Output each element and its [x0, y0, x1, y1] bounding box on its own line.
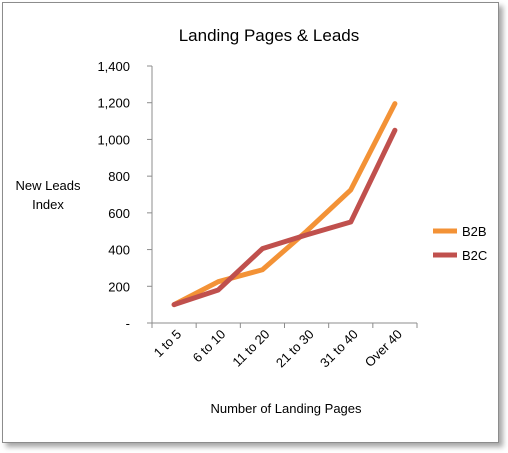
x-tick-label: 21 to 30 [273, 327, 317, 371]
y-tick-label: 600 [108, 206, 130, 221]
y-tick-label: 1,400 [97, 59, 130, 74]
y-tick-label: 200 [108, 279, 130, 294]
legend-label-b2c: B2C [462, 248, 487, 263]
y-tick-label: - [126, 316, 130, 331]
legend: B2B B2C [433, 224, 487, 263]
y-tick-label: 800 [108, 169, 130, 184]
x-tick-label: 1 to 5 [151, 327, 185, 361]
y-axis-label-line-1: New Leads [15, 178, 81, 193]
axes [151, 66, 417, 324]
y-tick-label: 1,000 [97, 132, 130, 147]
y-axis-ticks: - 200 400 600 800 1,000 1,200 1,400 [97, 59, 152, 331]
y-axis-label-line-2: Index [32, 197, 64, 212]
y-tick-label: 1,200 [97, 96, 130, 111]
x-tick-label: 6 to 10 [190, 327, 229, 366]
legend-label-b2b: B2B [462, 224, 487, 239]
series-line-b2b [171, 101, 398, 308]
x-tick-label: 11 to 20 [229, 327, 272, 370]
x-tick-label: 31 to 40 [317, 327, 361, 371]
series-line-b2c [171, 127, 398, 308]
series-layer [171, 101, 398, 308]
x-tick-label: Over 40 [362, 327, 405, 370]
chart-title: Landing Pages & Leads [179, 26, 360, 45]
chart-frame [2, 2, 499, 443]
x-axis-label: Number of Landing Pages [210, 401, 362, 416]
y-tick-label: 400 [108, 243, 130, 258]
